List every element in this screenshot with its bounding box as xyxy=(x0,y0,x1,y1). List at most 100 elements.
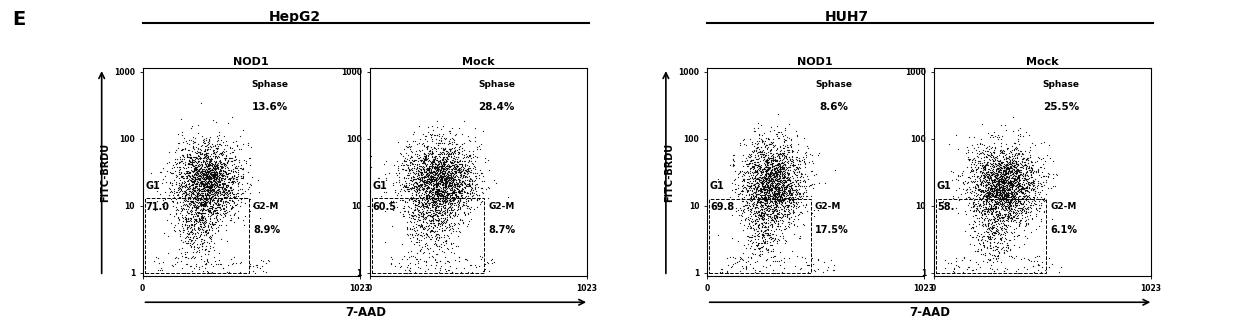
Point xyxy=(988,167,1008,172)
Point xyxy=(761,242,781,247)
Point xyxy=(996,193,1016,198)
Point xyxy=(432,173,451,178)
Point xyxy=(398,164,418,169)
Point xyxy=(775,125,795,130)
Point xyxy=(182,229,202,235)
Point xyxy=(1007,152,1027,158)
Point xyxy=(738,205,758,210)
Point xyxy=(1009,219,1029,224)
Point xyxy=(171,159,191,164)
Point xyxy=(455,181,475,187)
Point xyxy=(210,170,229,176)
Point xyxy=(409,141,429,146)
Point xyxy=(768,237,787,242)
Point xyxy=(992,189,1012,194)
Point xyxy=(765,213,785,218)
Point xyxy=(441,151,461,156)
Point xyxy=(172,266,192,271)
Point xyxy=(799,177,818,182)
Point xyxy=(999,200,1019,205)
Point xyxy=(991,144,1011,149)
Point xyxy=(455,171,475,176)
Point xyxy=(446,182,466,188)
Point xyxy=(413,160,433,165)
Point xyxy=(777,147,797,152)
Point xyxy=(764,156,784,161)
Point xyxy=(161,171,181,176)
Point xyxy=(981,182,1001,188)
Point xyxy=(745,269,765,275)
Point xyxy=(435,159,455,164)
Point xyxy=(963,218,983,223)
Point xyxy=(435,159,455,164)
Point xyxy=(454,155,474,161)
Point xyxy=(760,170,780,175)
Point xyxy=(422,176,441,181)
Point xyxy=(993,153,1013,158)
Point xyxy=(777,184,797,189)
Point xyxy=(423,159,443,164)
Point xyxy=(997,182,1017,187)
Point xyxy=(993,198,1013,203)
Point xyxy=(978,211,998,216)
Point xyxy=(191,184,211,189)
Point xyxy=(440,190,460,196)
Point xyxy=(205,200,224,205)
Point xyxy=(751,225,771,230)
Point xyxy=(434,172,454,177)
Point xyxy=(223,198,243,203)
Point xyxy=(433,180,453,185)
Point xyxy=(187,166,207,171)
Point xyxy=(801,204,821,209)
Point xyxy=(195,176,215,181)
Point xyxy=(994,193,1014,198)
Point xyxy=(765,200,785,205)
Point xyxy=(941,260,961,266)
Point xyxy=(207,210,227,215)
Point xyxy=(985,218,1004,223)
Point xyxy=(175,163,195,168)
Point xyxy=(992,165,1012,171)
Point xyxy=(202,162,222,167)
Point xyxy=(187,241,207,246)
Point xyxy=(1001,163,1021,169)
Point xyxy=(445,266,465,271)
Point xyxy=(429,192,449,197)
Point xyxy=(973,239,993,244)
Point xyxy=(440,183,460,188)
Point xyxy=(774,148,794,153)
Point xyxy=(193,179,213,184)
Point xyxy=(784,222,804,227)
Point xyxy=(972,179,992,185)
Point xyxy=(768,158,787,163)
Point xyxy=(777,168,797,173)
Point xyxy=(420,196,440,202)
Point xyxy=(997,192,1017,197)
Point xyxy=(224,192,244,197)
Point xyxy=(451,178,471,183)
Point xyxy=(756,197,776,202)
Point xyxy=(216,155,236,160)
Point xyxy=(188,159,208,164)
Point xyxy=(446,194,466,199)
Point xyxy=(737,233,756,239)
Point xyxy=(961,205,981,210)
Point xyxy=(768,168,787,173)
Point xyxy=(403,174,423,179)
Point xyxy=(439,168,459,174)
Point xyxy=(418,247,438,252)
Point xyxy=(205,143,224,149)
Point xyxy=(409,223,429,228)
Point xyxy=(434,141,454,146)
Point xyxy=(1018,165,1038,171)
Point xyxy=(434,186,454,191)
Point xyxy=(438,188,458,194)
Point xyxy=(1017,205,1037,210)
Point xyxy=(977,183,997,188)
Point xyxy=(412,202,432,207)
Point xyxy=(760,187,780,192)
Point xyxy=(994,166,1014,171)
Point xyxy=(196,247,216,252)
Point xyxy=(758,197,777,202)
Point xyxy=(439,169,459,174)
